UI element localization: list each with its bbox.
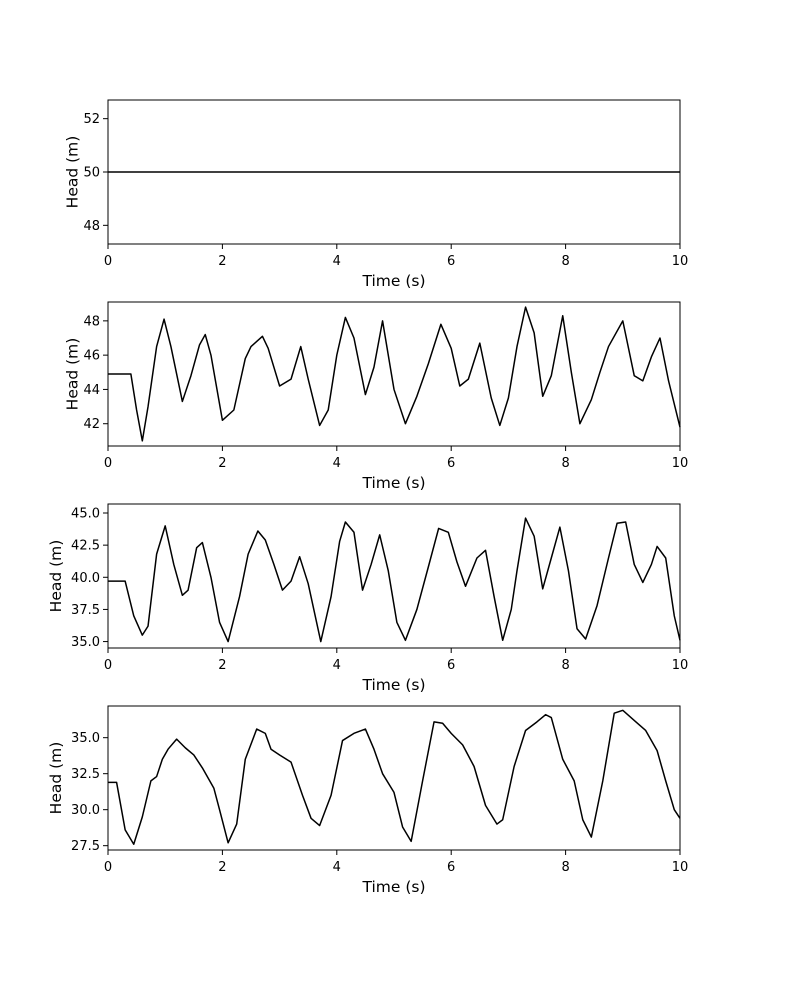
x-tick-label: 2 <box>218 456 226 471</box>
x-tick-label: 10 <box>672 860 689 875</box>
y-tick-label: 35.0 <box>71 635 100 650</box>
series-line-1 <box>108 709 681 845</box>
y-tick-label: 30.0 <box>71 803 100 818</box>
x-tick-label: 2 <box>218 658 226 673</box>
x-tick-label: 8 <box>561 254 569 269</box>
x-tick-label: 4 <box>333 254 341 269</box>
x-tick-label: 4 <box>333 456 341 471</box>
x-tick-label: 4 <box>333 860 341 875</box>
x-tick-label: 6 <box>447 658 455 673</box>
axes-frame <box>107 301 681 447</box>
x-tick-label: 8 <box>561 456 569 471</box>
x-tick-label: 0 <box>104 860 112 875</box>
x-tick-label: 2 <box>218 254 226 269</box>
y-axis-label: Head (m) <box>64 338 82 411</box>
y-tick-label: 44 <box>83 383 100 398</box>
y-axis-label: Head (m) <box>47 742 65 815</box>
y-tick-label: 48 <box>83 314 100 329</box>
x-tick-label: 10 <box>672 254 689 269</box>
y-tick-label: 50 <box>83 166 100 181</box>
x-tick-label: 10 <box>672 658 689 673</box>
subplot-4: 0 2 4 6 8 10 27.5 30.0 32.5 35.0 Time (s) Head (m) <box>47 705 689 896</box>
x-axis-label: Time (s) <box>361 676 425 694</box>
y-tick-label: 27.5 <box>71 839 100 854</box>
y-tick-label: 42.5 <box>71 539 100 554</box>
x-tick-label: 8 <box>561 658 569 673</box>
x-tick-label: 6 <box>447 860 455 875</box>
subplot-3: 0 2 4 6 8 10 35.0 37.5 40.0 42.5 45.0 Time (s) Head … <box>47 503 689 694</box>
x-tick-label: 8 <box>561 860 569 875</box>
y-axis-label: Head (m) <box>47 540 65 613</box>
y-tick-label: 37.5 <box>71 603 100 618</box>
y-tick-label: 32.5 <box>71 767 100 782</box>
x-tick-label: 0 <box>104 658 112 673</box>
y-tick-label: 48 <box>83 219 100 234</box>
axes-frame <box>107 503 681 649</box>
x-tick-label: 2 <box>218 860 226 875</box>
axes-frame <box>107 705 681 851</box>
y-tick-label: 45.0 <box>71 507 100 522</box>
y-tick-label: 42 <box>83 417 100 432</box>
x-axis-label: Time (s) <box>361 272 425 290</box>
subplot-1: 0 2 4 6 8 10 48 50 52 Time (s) Head (m) <box>64 99 689 290</box>
series-line-1 <box>108 517 681 643</box>
x-tick-label: 10 <box>672 456 689 471</box>
y-tick-label: 52 <box>83 112 100 127</box>
x-axis-label: Time (s) <box>361 474 425 492</box>
y-tick-label: 46 <box>83 349 100 364</box>
y-tick-label: 40.0 <box>71 571 100 586</box>
x-tick-label: 6 <box>447 456 455 471</box>
x-tick-label: 6 <box>447 254 455 269</box>
y-axis-label: Head (m) <box>64 136 82 209</box>
x-axis-label: Time (s) <box>361 878 425 896</box>
x-tick-label: 0 <box>104 456 112 471</box>
series-line-1 <box>108 306 681 442</box>
x-tick-label: 0 <box>104 254 112 269</box>
y-tick-label: 35.0 <box>71 731 100 746</box>
x-tick-label: 4 <box>333 658 341 673</box>
